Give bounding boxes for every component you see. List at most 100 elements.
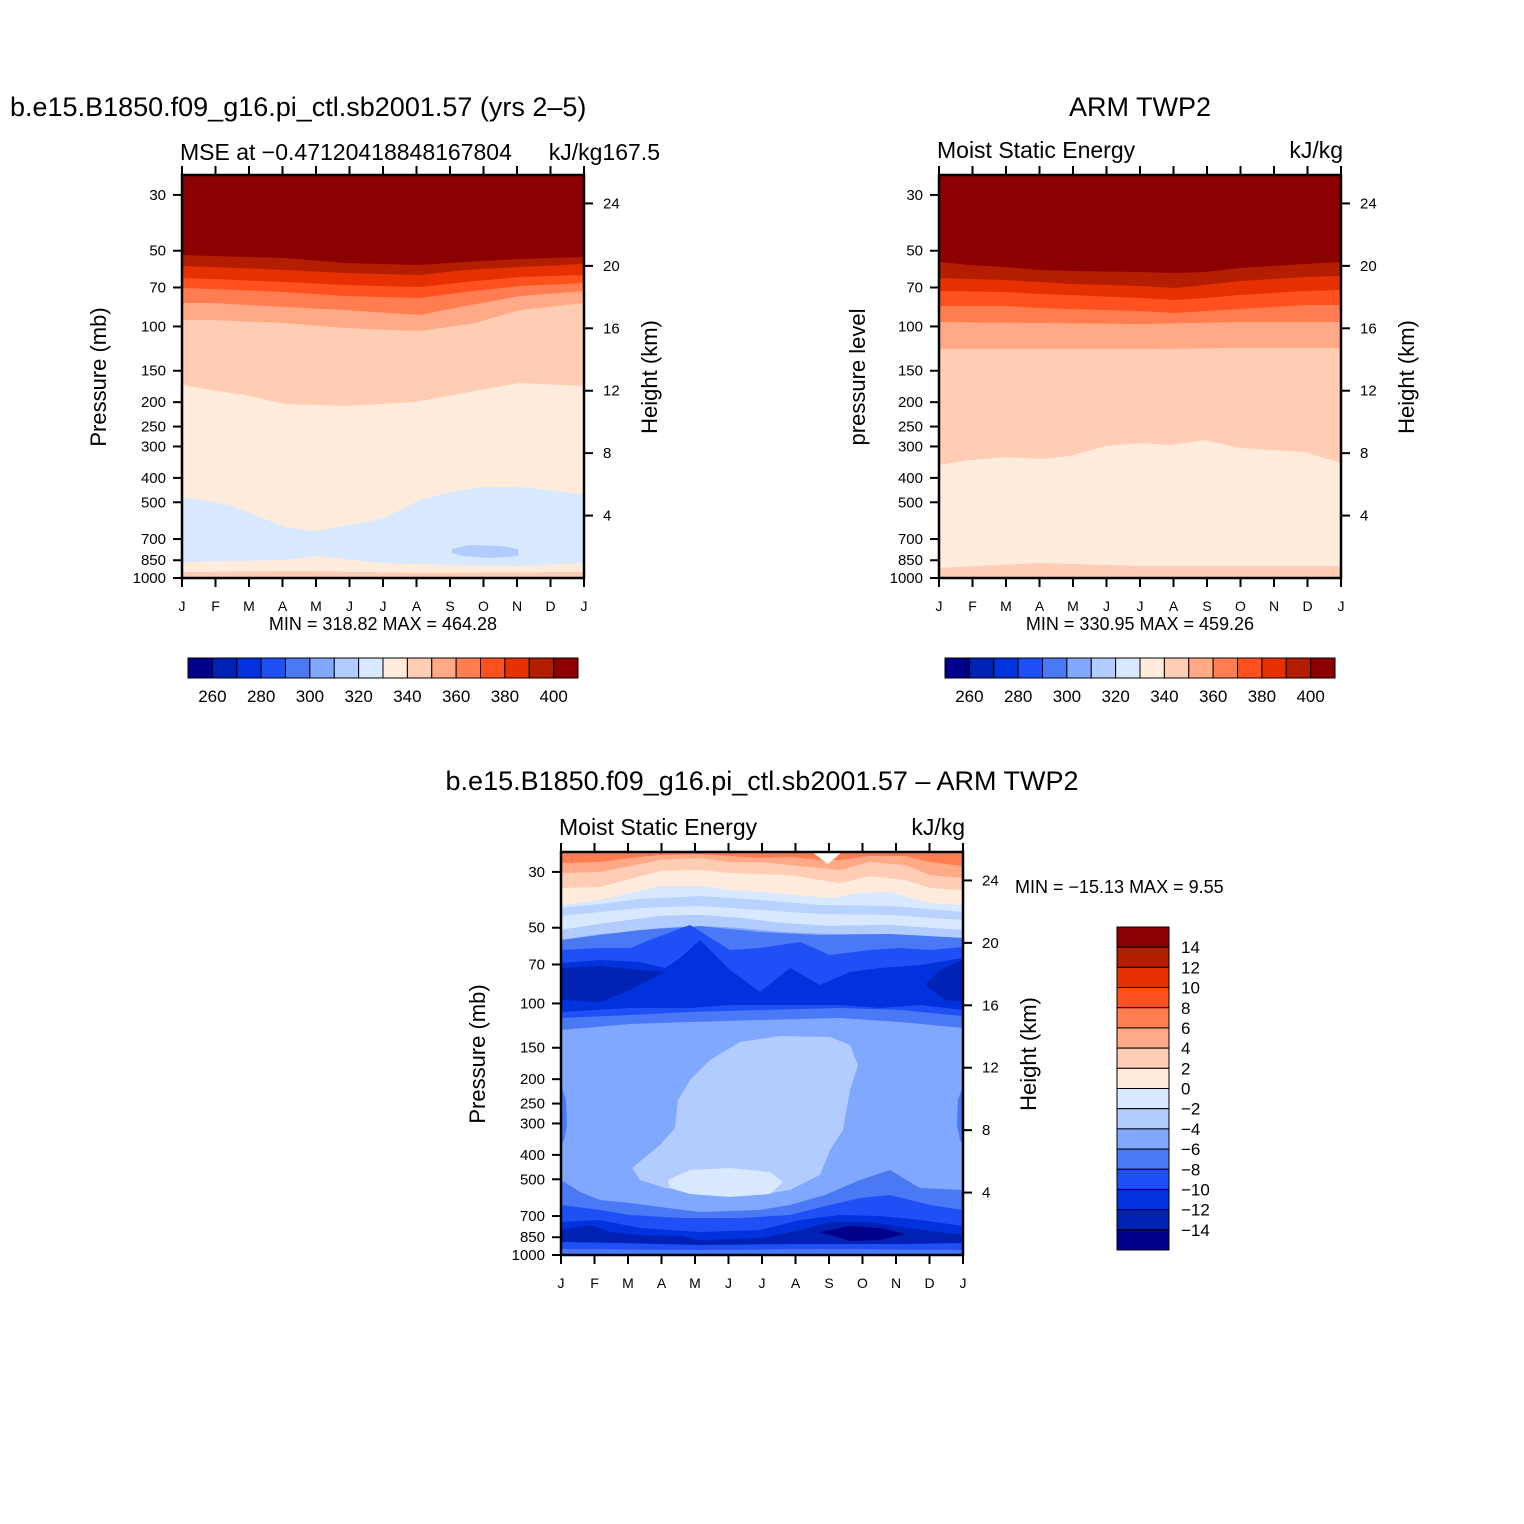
diff-colorbar-swatch bbox=[1116, 1229, 1170, 1251]
model-height-axis: 24 20 16 12 8 4 bbox=[584, 195, 620, 525]
obs-pressure-tick-label: 500 bbox=[898, 494, 923, 511]
obs-field bbox=[939, 175, 1341, 578]
model-month-label: M bbox=[243, 598, 255, 614]
obs-colorbar-swatch bbox=[944, 657, 970, 679]
model-month-label: F bbox=[211, 598, 220, 614]
obs-colorbar-swatch bbox=[1090, 657, 1117, 679]
model-band-400 bbox=[182, 175, 584, 265]
model-month-label: N bbox=[512, 598, 522, 614]
model-colorbar-swatch bbox=[528, 657, 555, 679]
diff-ylabel-right: Height (km) bbox=[1016, 997, 1041, 1111]
obs-colorbar-swatch bbox=[1017, 657, 1043, 679]
model-right-label: kJ/kg167.5 bbox=[549, 139, 660, 165]
model-colorbar-swatch bbox=[187, 657, 213, 679]
diff-pressure-tick-label: 250 bbox=[520, 1096, 545, 1113]
model-pressure-tick-label: 250 bbox=[141, 419, 166, 436]
diff-month-label: D bbox=[924, 1275, 934, 1291]
obs-month-label: F bbox=[968, 598, 977, 614]
obs-left-label: Moist Static Energy bbox=[937, 137, 1136, 163]
diff-colorbar-swatch bbox=[1116, 1148, 1170, 1170]
model-height-tick-label: 8 bbox=[603, 445, 611, 462]
obs-pressure-tick-label: 700 bbox=[898, 531, 923, 548]
obs-right-label: kJ/kg bbox=[1289, 137, 1343, 163]
diff-colorbar-swatch bbox=[1116, 1108, 1170, 1130]
diff-colorbar-label: −14 bbox=[1181, 1221, 1210, 1240]
model-colorbar-swatch bbox=[309, 657, 335, 679]
obs-colorbar-label: 360 bbox=[1199, 687, 1227, 706]
model-pressure-tick-label: 1000 bbox=[133, 570, 166, 587]
model-colorbar-label: 340 bbox=[393, 687, 421, 706]
diff-title: b.e15.B1850.f09_g16.pi_ctl.sb2001.57 – A… bbox=[446, 766, 1079, 796]
diff-height-tick-label: 4 bbox=[982, 1185, 990, 1202]
obs-month-label: N bbox=[1269, 598, 1279, 614]
diff-colorbar-swatch bbox=[1116, 1088, 1170, 1110]
obs-height-tick-label: 16 bbox=[1360, 320, 1377, 337]
model-colorbar-swatch bbox=[211, 657, 238, 679]
model-panel: b.e15.B1850.f09_g16.pi_ctl.sb2001.57 (yr… bbox=[10, 92, 662, 706]
diff-colorbar-label: 6 bbox=[1181, 1019, 1190, 1038]
obs-pressure-tick-label: 300 bbox=[898, 438, 923, 455]
model-colorbar-label: 260 bbox=[198, 687, 226, 706]
model-pressure-tick-label: 50 bbox=[149, 243, 166, 260]
diff-height-tick-label: 20 bbox=[982, 935, 999, 952]
model-colorbar-label: 320 bbox=[344, 687, 372, 706]
model-colorbar-swatch bbox=[504, 657, 530, 679]
obs-colorbar-swatch bbox=[1066, 657, 1092, 679]
diff-colorbar-swatch bbox=[1116, 1188, 1170, 1211]
model-pressure-tick-label: 100 bbox=[141, 318, 166, 335]
model-pressure-tick-label: 400 bbox=[141, 470, 166, 487]
obs-stats: MIN = 330.95 MAX = 459.26 bbox=[1026, 614, 1254, 634]
diff-stripe-a bbox=[561, 915, 963, 940]
diff-colorbar-label: −4 bbox=[1181, 1120, 1200, 1139]
diff-month-label: J bbox=[960, 1275, 967, 1291]
diff-band-8 bbox=[561, 852, 963, 866]
model-field bbox=[182, 175, 584, 578]
obs-colorbar-swatch bbox=[1285, 657, 1312, 679]
obs-month-label: J bbox=[1338, 598, 1345, 614]
obs-pressure-tick-label: 30 bbox=[906, 187, 923, 204]
diff-pressure-tick-label: 850 bbox=[520, 1229, 545, 1246]
diff-height-axis: 24 20 16 12 8 4 bbox=[963, 872, 999, 1202]
model-height-tick-label: 24 bbox=[603, 195, 620, 212]
diff-pressure-tick-label: 70 bbox=[528, 956, 545, 973]
diff-colorbar-label: −12 bbox=[1181, 1201, 1210, 1220]
model-colorbar-label: 280 bbox=[247, 687, 275, 706]
obs-height-tick-label: 24 bbox=[1360, 195, 1377, 212]
obs-month-label: A bbox=[1169, 598, 1179, 614]
diff-stats: MIN = −15.13 MAX = 9.55 bbox=[1015, 877, 1224, 897]
model-month-label: O bbox=[478, 598, 489, 614]
model-pressure-tick-label: 300 bbox=[141, 438, 166, 455]
diff-height-tick-label: 8 bbox=[982, 1122, 990, 1139]
diff-pressure-tick-label: 700 bbox=[520, 1208, 545, 1225]
obs-pressure-tick-label: 50 bbox=[906, 243, 923, 260]
model-height-tick-label: 4 bbox=[603, 508, 611, 525]
diff-colorbar-swatch bbox=[1116, 1209, 1170, 1231]
diff-month-label: M bbox=[622, 1275, 634, 1291]
obs-pressure-tick-label: 70 bbox=[906, 279, 923, 296]
model-month-label: J bbox=[380, 598, 387, 614]
obs-colorbar-label: 300 bbox=[1053, 687, 1081, 706]
obs-colorbar-label: 280 bbox=[1004, 687, 1032, 706]
model-colorbar-swatch bbox=[480, 657, 506, 679]
model-colorbar-swatch bbox=[285, 657, 311, 679]
model-pressure-tick-label: 500 bbox=[141, 494, 166, 511]
model-bottom-340 bbox=[182, 571, 584, 578]
obs-height-axis: 24 20 16 12 8 4 bbox=[1341, 195, 1377, 525]
diff-colorbar-swatch bbox=[1116, 1047, 1170, 1069]
diff-colorbar-swatch bbox=[1116, 1128, 1170, 1150]
diff-edge-left bbox=[561, 1085, 567, 1145]
model-month-label: A bbox=[278, 598, 288, 614]
obs-ylabel: pressure level bbox=[845, 309, 870, 446]
diff-edge-right bbox=[957, 1085, 963, 1145]
diff-colorbar-swatch bbox=[1116, 946, 1170, 968]
diff-stripe-b bbox=[561, 896, 963, 920]
model-ylabel: Pressure (mb) bbox=[86, 307, 111, 446]
model-left-label: MSE at −0.47120418848167804 bbox=[180, 139, 512, 165]
diff-colorbar-swatch bbox=[1116, 926, 1170, 948]
obs-band-400 bbox=[939, 175, 1341, 273]
model-colorbar-swatch bbox=[406, 657, 433, 679]
model-colorbar-swatch bbox=[431, 657, 457, 679]
